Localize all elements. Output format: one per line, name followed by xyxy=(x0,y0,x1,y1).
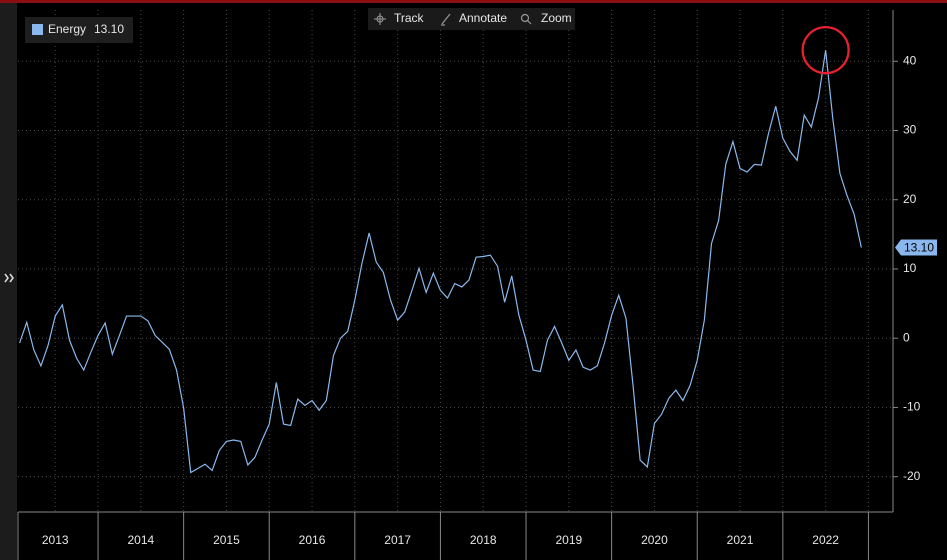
last-value-tag xyxy=(895,239,937,256)
x-tick-label: 2016 xyxy=(299,533,326,547)
toolbar-zoom[interactable]: Zoom xyxy=(541,11,572,25)
zoom-icon xyxy=(520,13,532,25)
toolbar-track[interactable]: Track xyxy=(394,11,425,25)
legend-swatch xyxy=(32,24,43,35)
x-tick-label: 2014 xyxy=(127,533,154,547)
series-line xyxy=(18,50,862,474)
x-tick-label: 2015 xyxy=(213,533,240,547)
highlight-circle xyxy=(801,26,850,75)
x-tick-label: 2019 xyxy=(555,533,582,547)
x-tick-label: 2022 xyxy=(812,533,839,547)
overlay: 13.10 xyxy=(801,26,937,256)
plot xyxy=(18,50,862,474)
toolbar: Track Annotate Zoom xyxy=(368,8,575,30)
x-tick-label: 2021 xyxy=(727,533,754,547)
y-tick-label: -10 xyxy=(903,400,921,414)
track-icon xyxy=(374,13,386,25)
side-panel[interactable] xyxy=(0,3,17,560)
legend-value: 13.10 xyxy=(94,22,124,36)
x-tick-label: 2013 xyxy=(42,533,69,547)
x-tick-label: 2020 xyxy=(641,533,668,547)
last-value-label: 13.10 xyxy=(904,241,934,255)
y-tick-label: 40 xyxy=(903,53,917,67)
x-tick-label: 2018 xyxy=(470,533,497,547)
y-tick-label: 30 xyxy=(903,123,917,137)
toolbar-box xyxy=(368,8,575,30)
side-expand-icon[interactable] xyxy=(4,273,14,283)
y-tick-label: 20 xyxy=(903,192,917,206)
y-tick-label: -20 xyxy=(903,469,921,483)
axes: -20 -10 0 10 20 30 40 2013 2014 2015 2016 2017 2018 2… xyxy=(17,10,921,560)
y-tick-label: 0 xyxy=(903,330,910,344)
annotate-icon xyxy=(441,13,451,26)
toolbar-annotate[interactable]: Annotate xyxy=(459,11,507,25)
x-tick-label: 2017 xyxy=(384,533,411,547)
legend: Energy 13.10 xyxy=(25,17,133,43)
y-tick-label: 10 xyxy=(903,261,917,275)
top-border xyxy=(0,0,947,3)
legend-label: Energy xyxy=(48,22,86,36)
